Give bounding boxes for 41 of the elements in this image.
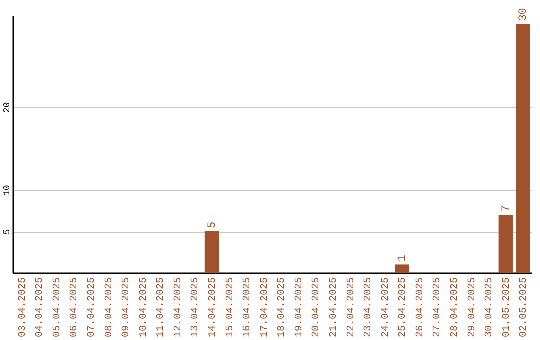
x-tick-label: 18.04.2025 — [277, 278, 288, 338]
x-tick-label: 04.04.2025 — [35, 278, 46, 338]
x-tick-label: 22.04.2025 — [346, 278, 358, 338]
data-label: 7 — [500, 205, 513, 212]
x-tick-label: 12.04.2025 — [173, 278, 184, 338]
data-label: 1 — [397, 254, 410, 262]
x-tick-label: 06.04.2025 — [70, 278, 81, 338]
y-tick-label: 10 — [2, 185, 12, 196]
x-tick-label: 03.04.2025 — [18, 278, 29, 338]
x-tick-label: 11.04.2025 — [156, 278, 168, 338]
x-tick-label: 24.04.2025 — [380, 278, 392, 338]
x-tick-label: 05.04.2025 — [52, 278, 64, 338]
x-tick-label: 17.04.2025 — [260, 278, 271, 338]
bar — [395, 264, 410, 273]
x-tick-label: 29.04.2025 — [467, 278, 478, 338]
y-tick-label: 5 — [2, 229, 12, 235]
x-tick-label: 26.04.2025 — [415, 278, 426, 338]
x-tick-label: 14.04.2025 — [208, 278, 219, 338]
bar — [498, 214, 513, 273]
x-tick-label: 28.04.2025 — [450, 278, 462, 338]
x-tick-label: 30.04.2025 — [484, 278, 496, 338]
x-tick-label: 23.04.2025 — [364, 278, 375, 338]
x-tick-label: 19.04.2025 — [294, 278, 306, 338]
x-tick-label: 10.04.2025 — [138, 278, 150, 338]
x-tick-label: 25.04.2025 — [398, 278, 410, 338]
x-tick-label: 01.05.2025 — [502, 278, 513, 338]
bar — [516, 24, 530, 273]
x-tick-label: 13.04.2025 — [190, 278, 202, 338]
data-label: 30 — [518, 8, 530, 22]
x-tick-label: 16.04.2025 — [242, 278, 254, 338]
x-tick-label: 08.04.2025 — [104, 278, 116, 338]
x-tick-label: 21.04.2025 — [329, 278, 340, 338]
x-tick-label: 09.04.2025 — [122, 278, 133, 338]
bar — [204, 232, 220, 273]
data-label: 5 — [206, 222, 219, 229]
x-tick-label: 02.05.2025 — [519, 278, 530, 338]
y-tick-label: 20 — [2, 102, 12, 114]
x-tick-label: 15.04.2025 — [225, 278, 236, 338]
x-tick-label: 07.04.2025 — [86, 278, 98, 338]
x-tick-label: 20.04.2025 — [312, 278, 323, 338]
x-tick-label: 27.04.2025 — [432, 278, 444, 338]
